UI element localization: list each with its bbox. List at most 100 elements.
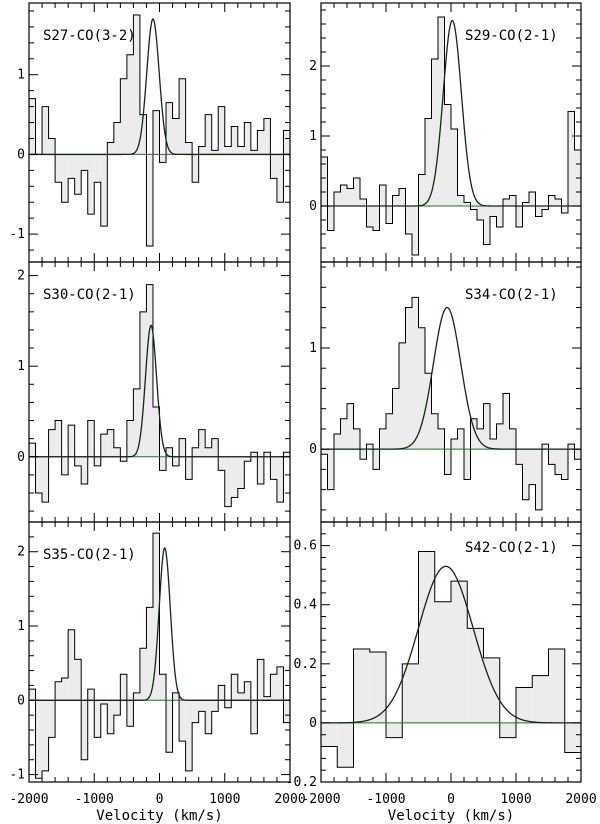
histogram-bin [444,449,451,475]
histogram-bin [548,195,555,206]
histogram-bin [198,146,206,155]
histogram-bin [321,449,328,455]
histogram-bin [386,722,403,738]
histogram-bin [263,696,271,701]
gaussian-fit-curve [321,565,581,724]
histogram-bin [263,452,271,457]
histogram-bin [555,449,562,475]
histogram-bin [405,206,412,234]
histogram-bin [532,675,549,723]
histogram-bin [529,192,536,206]
histogram-bin [386,206,393,224]
histogram-bin [107,429,114,457]
histogram-bin [568,111,575,206]
histogram-bin [29,443,36,457]
histogram-bin [283,130,290,155]
histogram-bin [29,98,36,155]
histogram-bin [152,406,160,457]
histogram-bin [185,142,193,155]
histogram-bin [185,456,193,480]
histogram-bin [276,456,284,503]
panel-title: S34-CO(2-1) [465,287,558,303]
histogram-bin [231,126,238,155]
histogram-bin [353,649,370,723]
histogram-bin [74,456,82,466]
histogram-bin [379,428,386,450]
histogram-bin [470,206,477,210]
histogram-bin [205,700,212,734]
histogram-bin [133,14,140,155]
histogram-bin [166,447,173,457]
histogram-bin [379,185,386,206]
histogram-bin [321,157,328,206]
histogram-bin [483,403,490,450]
histogram-bin [29,689,36,701]
histogram-bin [490,439,497,450]
histogram-bin [516,206,523,227]
histogram-bin [496,423,503,450]
histogram-bin [431,413,438,450]
histogram-bin [467,628,484,723]
histogram-bin [81,700,88,760]
histogram-bin [159,154,167,163]
x-axis-title: Velocity (km/s) [96,808,222,824]
histogram-bin [516,449,523,465]
x-tick-label: -2000 [9,792,48,807]
histogram-bin [457,195,464,206]
histogram-bin [126,700,134,727]
histogram-bin [499,722,516,738]
x-tick-label: -2000 [301,792,340,807]
histogram-bin [81,154,88,171]
histogram-bin [159,674,167,701]
histogram-bin [120,456,127,462]
histogram-bin [321,722,338,747]
histogram-bin [172,692,180,701]
histogram-bin [263,118,271,155]
histogram-bin [353,428,360,450]
histogram-bin [555,199,562,206]
panel-title: S29-CO(2-1) [465,28,558,44]
histogram-bin [334,192,341,206]
histogram-bin [113,700,121,716]
histogram-bin [270,456,277,480]
histogram-bin [542,206,549,210]
histogram-bin [87,420,95,457]
histogram-bin [218,106,225,155]
y-tick-label: 1 [17,68,25,83]
histogram-bin [120,674,127,701]
histogram-bin [237,456,245,489]
histogram-bin [257,659,264,701]
histogram-bin [470,418,477,450]
y-tick-label: 0 [17,147,25,162]
histogram-bin [48,700,56,738]
histogram-bin [386,413,393,450]
x-axis-title: Velocity (km/s) [388,808,514,824]
histogram-bin [347,403,354,450]
histogram-bin [172,456,180,466]
histogram-bin [457,428,464,450]
gaussian-fit-curve [321,306,581,450]
histogram-bin [133,692,140,701]
histogram-bin [211,150,219,155]
histogram-bin [218,456,225,471]
histogram-bin [283,452,290,457]
histogram-bin [369,652,386,723]
histogram-bin [464,202,471,206]
histogram-bin [48,138,56,155]
histogram-bin [327,449,334,490]
y-tick-label: 1 [309,129,317,144]
chart-panel-6: -0.2 0 0.2 0.4 0.6 S42-CO(2-1) [286,521,582,790]
histogram-bin [107,142,114,155]
histogram-bin [250,700,258,734]
histogram-bin [120,78,127,155]
histogram-bin [509,195,516,206]
histogram-bin [231,674,238,701]
histogram-bin [283,700,290,723]
histogram-bin [179,78,186,155]
panel-title: S35-CO(2-1) [43,547,136,563]
y-tick-label: -0.2 [286,775,317,790]
y-tick-label: 0 [17,693,25,708]
histogram-bin [237,146,245,155]
y-tick-label: 0 [309,716,317,731]
histogram-bin [68,154,75,179]
